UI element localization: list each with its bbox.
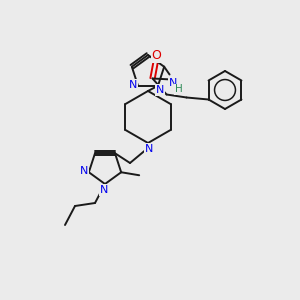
Text: N: N [129,80,137,90]
Text: N: N [169,79,178,88]
Text: H: H [175,85,182,94]
Text: N: N [156,85,164,95]
Text: N: N [145,144,153,154]
Text: O: O [152,49,161,62]
Text: N: N [80,166,88,176]
Text: N: N [100,185,108,195]
